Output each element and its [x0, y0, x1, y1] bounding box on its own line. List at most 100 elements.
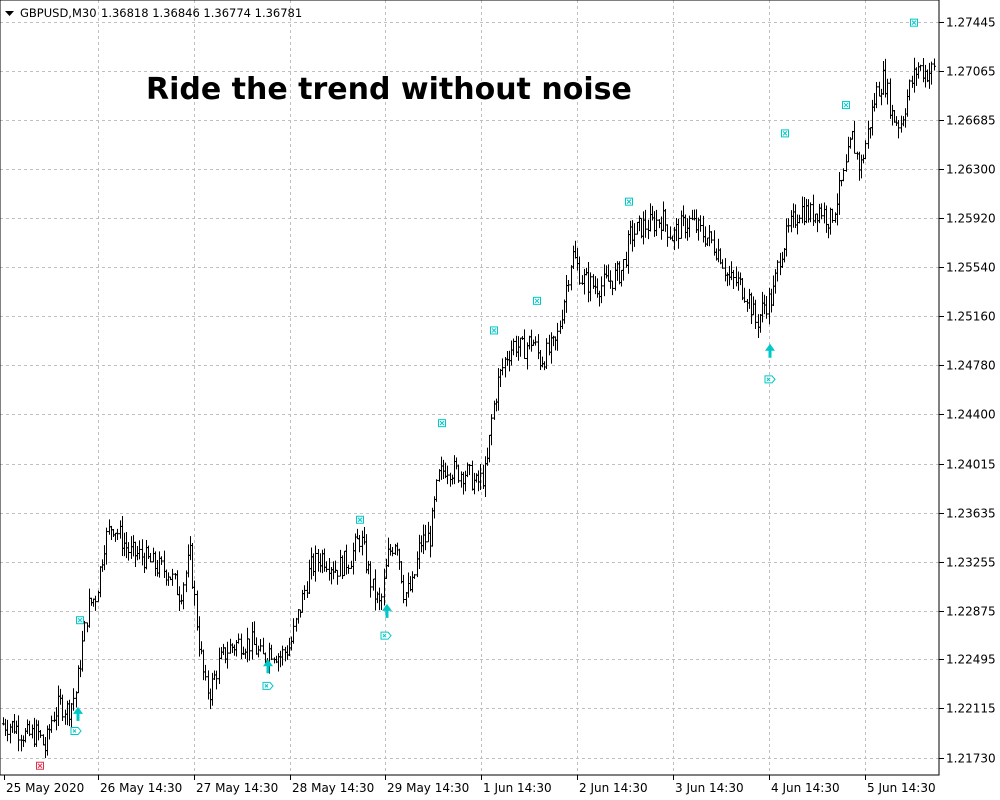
ohlc-bar: [270, 644, 273, 661]
ohlc-bar: [281, 645, 284, 666]
box-marker-icon: [625, 197, 633, 206]
y-tick-label: 1.27065: [946, 65, 996, 79]
ohlc-bar: [336, 569, 339, 585]
ohlc-bar: [886, 78, 889, 105]
ohlc-bar: [457, 464, 460, 483]
ohlc-bar: [347, 564, 350, 574]
box-marker-icon: [842, 101, 850, 110]
ohlc-bar: [248, 638, 251, 661]
ohlc-bar: [611, 280, 614, 296]
ohlc-bar: [61, 694, 64, 722]
ohlc-bar: [933, 58, 936, 71]
tag-cross: [264, 684, 269, 688]
marker-cross: [37, 763, 43, 769]
ohlc-bars: [2, 57, 936, 759]
ohlc-bar: [127, 542, 130, 561]
ohlc-bar: [589, 272, 592, 302]
arrow-shaft: [76, 712, 80, 721]
y-tick-label: 1.22875: [946, 605, 996, 619]
up-arrow-icon: [765, 343, 775, 358]
ohlc-bar: [391, 547, 394, 557]
ohlc-bar: [292, 618, 295, 644]
tag-outline: [70, 726, 82, 735]
x-tick-label: 26 May 14:30: [100, 781, 182, 795]
ohlc-bar: [50, 715, 53, 733]
ohlc-bar: [809, 202, 812, 223]
ohlc-bar: [820, 203, 823, 220]
box-marker-icon: [36, 761, 44, 770]
arrow-shaft: [385, 609, 389, 618]
chart-header: GBPUSD,M30 1.36818 1.36846 1.36774 1.367…: [5, 6, 302, 20]
price-axis[interactable]: 1.27445 1.27065 1.26685 1.26300 1.25920 1.255…: [939, 16, 996, 766]
ohlc-bar: [600, 276, 603, 304]
x-tick-label: 25 May 2020: [6, 781, 84, 795]
tag-marker-icon: [380, 631, 392, 640]
x-tick-label: 1 Jun 14:30: [483, 781, 552, 795]
ohlc-bar: [83, 620, 86, 642]
ohlc-bar: [204, 664, 207, 681]
triangle-down-icon[interactable]: [5, 11, 14, 16]
box-marker-icon: [490, 326, 498, 335]
ohlc-bar: [534, 336, 537, 346]
overlay-title: Ride the trend without noise: [146, 72, 632, 107]
tag-outline: [764, 375, 776, 384]
ohlc-bar: [842, 168, 845, 182]
ohlc-bar: [501, 358, 504, 376]
ohlc-bar: [358, 535, 361, 553]
ohlc-bar: [28, 720, 31, 737]
marker-cross: [843, 102, 849, 108]
y-tick-label: 1.25920: [946, 212, 996, 226]
tag-cross: [382, 633, 387, 638]
ohlc-bar: [512, 338, 515, 356]
tag-outline: [262, 681, 274, 690]
box-marker-icon: [781, 129, 789, 138]
ohlc-bar: [479, 463, 482, 490]
x-tick-label: 2 Jun 14:30: [579, 781, 648, 795]
arrow-head: [382, 603, 392, 611]
marker-cross: [439, 420, 445, 426]
y-tick-label: 1.23255: [946, 556, 996, 570]
box-marker-icon: [438, 419, 446, 428]
ohlc-bar: [105, 527, 108, 565]
ohlc-bar: [556, 322, 559, 351]
ohlc-bar: [787, 218, 790, 233]
x-tick-label: 3 Jun 14:30: [675, 781, 744, 795]
ohlc-bar: [446, 465, 449, 485]
up-arrow-icon: [382, 603, 392, 618]
ohlc-bar: [633, 223, 636, 247]
ohlc-bar: [798, 214, 801, 224]
ohlc-bar: [182, 582, 185, 610]
ohlc-bar: [259, 639, 262, 652]
marker-cross: [911, 20, 917, 25]
ohlc-bar: [567, 280, 570, 292]
ohlc-bar: [930, 61, 933, 85]
y-tick-label: 1.27445: [946, 16, 996, 30]
ohlc-bar: [17, 715, 20, 752]
ohlc-bar: [215, 670, 218, 690]
marker-cross: [782, 131, 788, 136]
box-marker-icon: [76, 616, 84, 625]
time-axis[interactable]: 25 May 2020 26 May 14:30 27 May 14:30 28 Ma…: [4, 775, 936, 795]
ohlc-bar: [314, 545, 317, 582]
ohlc-bar: [171, 568, 174, 586]
ohlc-bar: [435, 479, 438, 502]
ohlc-bar: [710, 231, 713, 244]
x-tick-label: 27 May 14:30: [196, 781, 278, 795]
ohlc-bar: [6, 719, 9, 742]
tag-marker-icon: [262, 681, 274, 690]
tag-cross: [766, 377, 771, 382]
symbol-timeframe: GBPUSD,M30: [20, 6, 97, 20]
x-tick-label: 5 Jun 14:30: [867, 781, 936, 795]
ohlc-bar: [919, 64, 922, 71]
ohlc-bar: [226, 641, 229, 669]
box-marker-icon: [910, 18, 918, 27]
ohlc-bar: [116, 528, 119, 540]
ohlc-bar: [149, 552, 152, 563]
y-tick-label: 1.24015: [946, 458, 996, 472]
ohlc-bar: [160, 556, 163, 565]
ohlc-bar: [468, 464, 471, 476]
ohlc-bar: [644, 209, 647, 238]
ohlc-bar: [853, 121, 856, 154]
ohlc-bar: [545, 338, 548, 370]
